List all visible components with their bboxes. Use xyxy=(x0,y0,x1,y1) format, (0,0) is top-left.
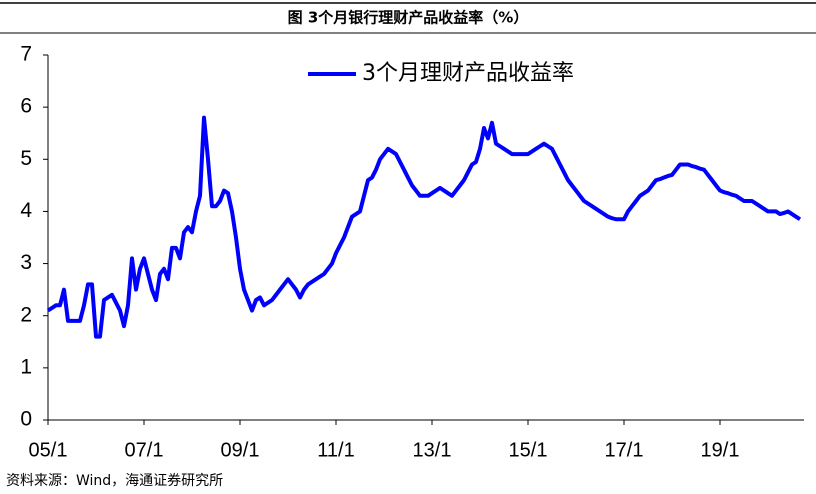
y-tick-label: 4 xyxy=(20,199,32,222)
legend-label: 3个月理财产品收益率 xyxy=(362,61,574,86)
y-tick-label: 0 xyxy=(20,408,32,431)
source-note: 资料来源：Wind，海通证券研究所 xyxy=(6,473,223,489)
chart-title: 图 3个月银行理财产品收益率（%） xyxy=(288,9,529,27)
y-tick-label: 5 xyxy=(20,147,32,170)
x-tick-label: 05/1 xyxy=(29,439,68,461)
x-tick-label: 15/1 xyxy=(509,439,548,461)
y-tick-label: 6 xyxy=(20,95,32,118)
y-tick-label: 1 xyxy=(20,355,32,378)
x-tick-label: 17/1 xyxy=(605,439,644,461)
y-tick-label: 3 xyxy=(20,251,32,274)
data-line xyxy=(46,115,802,339)
y-tick-label: 7 xyxy=(20,43,32,66)
x-tick-label: 09/1 xyxy=(221,439,260,461)
y-tick-label: 2 xyxy=(20,303,32,326)
x-tick-label: 07/1 xyxy=(125,439,164,461)
x-tick-label: 11/1 xyxy=(317,439,354,461)
x-tick-label: 13/1 xyxy=(413,439,452,461)
x-tick-label: 19/1 xyxy=(701,439,740,461)
